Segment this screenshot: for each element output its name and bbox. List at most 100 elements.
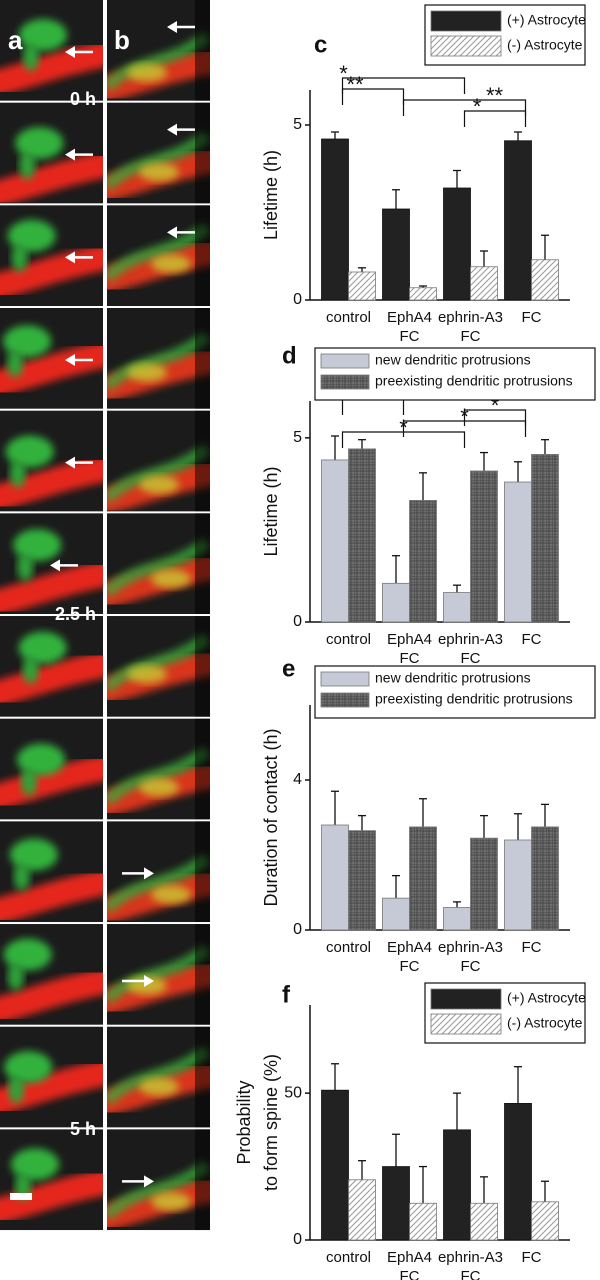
arrow-head: [65, 251, 75, 264]
x-tick-label: ephrin-A3: [438, 939, 503, 956]
panel-label: b: [114, 25, 130, 55]
dendrite: [0, 151, 103, 207]
overlap: [139, 475, 179, 494]
astrocyte: [107, 331, 210, 391]
astrocyte: [21, 767, 38, 796]
arrow-head: [144, 867, 154, 880]
astrocyte: [23, 43, 39, 71]
dendrite: [0, 560, 103, 616]
arrow-head: [50, 559, 60, 572]
y-tick-label: 0: [293, 1231, 302, 1248]
astrocyte: [107, 537, 210, 598]
dendrite: [0, 754, 103, 810]
bar: [470, 470, 498, 623]
bar: [443, 592, 471, 623]
dendrite: [0, 968, 103, 1024]
legend-swatch: [320, 353, 370, 369]
astrocyte: [107, 131, 210, 191]
significance-label: *: [399, 415, 408, 440]
legend-label: (-) Astrocyte: [507, 37, 583, 53]
y-axis-title: Probability: [234, 1080, 254, 1164]
arrow-head: [65, 354, 75, 367]
panel-label: f: [282, 981, 291, 1008]
bar: [443, 187, 471, 301]
x-tick-label: FC: [400, 328, 420, 345]
legend-label: (-) Astrocyte: [507, 1015, 583, 1031]
astrocyte: [3, 938, 52, 971]
bar: [504, 140, 532, 301]
scale-bar: [10, 1193, 32, 1200]
legend-label: new dendritic protrusions: [375, 670, 531, 686]
bar: [348, 448, 376, 623]
significance-label: **: [486, 83, 504, 108]
x-tick-label: FC: [400, 958, 420, 975]
dendrite: [0, 244, 103, 300]
astrocyte: [107, 944, 210, 1004]
overlap: [127, 63, 167, 82]
bar: [321, 824, 349, 931]
bar: [321, 459, 349, 623]
bar: [470, 1202, 498, 1241]
legend-label: (+) Astrocyte: [507, 990, 586, 1006]
edge-shadow: [195, 308, 210, 409]
bar: [409, 826, 437, 931]
edge-shadow: [195, 924, 210, 1025]
significance-bracket: [463, 110, 527, 127]
significance-label: *: [460, 404, 469, 429]
overlap: [139, 778, 179, 797]
image-column: [107, 0, 210, 1232]
edge-shadow: [195, 513, 210, 615]
x-tick-label: FC: [400, 1268, 420, 1280]
overlap: [151, 254, 191, 273]
astrocyte: [107, 222, 210, 283]
time-label: 5 h: [70, 1119, 96, 1139]
y-tick-label: 0: [293, 613, 302, 630]
legend-swatch: [430, 35, 502, 57]
x-tick-label: control: [326, 939, 371, 956]
astrocyte: [7, 219, 56, 252]
overlap: [127, 363, 167, 382]
bar: [382, 897, 410, 931]
dendrite: [0, 651, 103, 707]
astrocyte: [107, 746, 210, 806]
dendrite: [0, 341, 103, 397]
overlap: [139, 163, 179, 182]
astrocyte: [7, 962, 24, 991]
significance-bracket: [402, 420, 527, 437]
arrow-head: [167, 123, 177, 136]
overlap: [127, 665, 167, 684]
overlap: [151, 569, 191, 588]
y-axis-title: Lifetime (h): [261, 150, 281, 240]
y-axis-title: to form spine (%): [261, 1054, 281, 1191]
astrocyte: [7, 349, 24, 378]
bar: [443, 1129, 471, 1241]
legend-swatch: [320, 671, 370, 687]
edge-shadow: [195, 616, 210, 717]
x-tick-label: FC: [522, 309, 542, 326]
legend-swatch: [430, 988, 502, 1010]
x-tick-label: EphA4: [387, 309, 432, 326]
overlap: [139, 1077, 179, 1096]
bar: [348, 1179, 376, 1241]
x-tick-label: control: [326, 1249, 371, 1266]
edge-shadow: [195, 410, 210, 512]
astrocyte: [13, 862, 30, 891]
overlap: [151, 1192, 191, 1211]
y-tick-label: 4: [293, 771, 302, 788]
legend-swatch: [320, 374, 370, 390]
bar: [321, 138, 349, 301]
edge-shadow: [195, 1129, 210, 1231]
microscopy-panels: [0, 0, 210, 1232]
astrocyte: [19, 151, 36, 180]
bar: [321, 1089, 349, 1241]
astrocyte: [13, 529, 62, 562]
legend-label: preexisting dendritic protrusions: [375, 373, 573, 389]
significance-bracket: [463, 409, 527, 426]
significance-label: *: [491, 393, 500, 418]
astrocyte: [107, 1045, 210, 1106]
bar: [531, 454, 559, 623]
bar: [382, 208, 410, 301]
x-tick-label: control: [326, 631, 371, 648]
x-tick-label: FC: [461, 650, 481, 667]
bar: [470, 837, 498, 931]
